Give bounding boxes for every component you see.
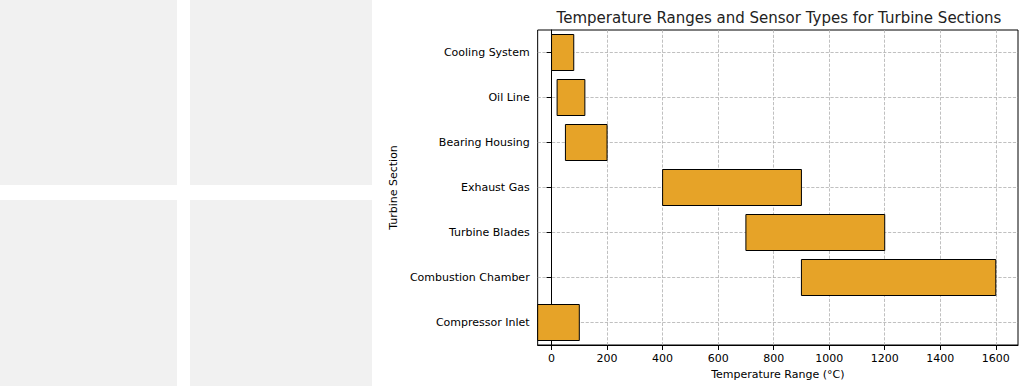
- svg-text:800: 800: [763, 352, 784, 365]
- svg-text:Turbine Section: Turbine Section: [387, 145, 400, 231]
- svg-text:600: 600: [708, 352, 729, 365]
- svg-text:Cooling System: Cooling System: [444, 46, 530, 59]
- svg-text:1400: 1400: [926, 352, 954, 365]
- svg-text:Combustion Chamber: Combustion Chamber: [410, 271, 530, 284]
- svg-text:1200: 1200: [871, 352, 899, 365]
- svg-text:Oil Line: Oil Line: [488, 91, 529, 104]
- svg-text:0: 0: [548, 352, 555, 365]
- svg-text:Compressor Inlet: Compressor Inlet: [436, 316, 530, 329]
- svg-text:1000: 1000: [815, 352, 843, 365]
- svg-text:200: 200: [597, 352, 618, 365]
- svg-text:1600: 1600: [982, 352, 1010, 365]
- svg-text:Bearing Housing: Bearing Housing: [439, 136, 530, 149]
- svg-text:400: 400: [652, 352, 673, 365]
- svg-text:Temperature Range (°C): Temperature Range (°C): [710, 368, 844, 381]
- svg-text:Exhaust Gas: Exhaust Gas: [461, 181, 530, 194]
- svg-text:Turbine Blades: Turbine Blades: [448, 226, 530, 239]
- svg-text:Temperature Ranges and Sensor: Temperature Ranges and Sensor Types for …: [556, 9, 1002, 27]
